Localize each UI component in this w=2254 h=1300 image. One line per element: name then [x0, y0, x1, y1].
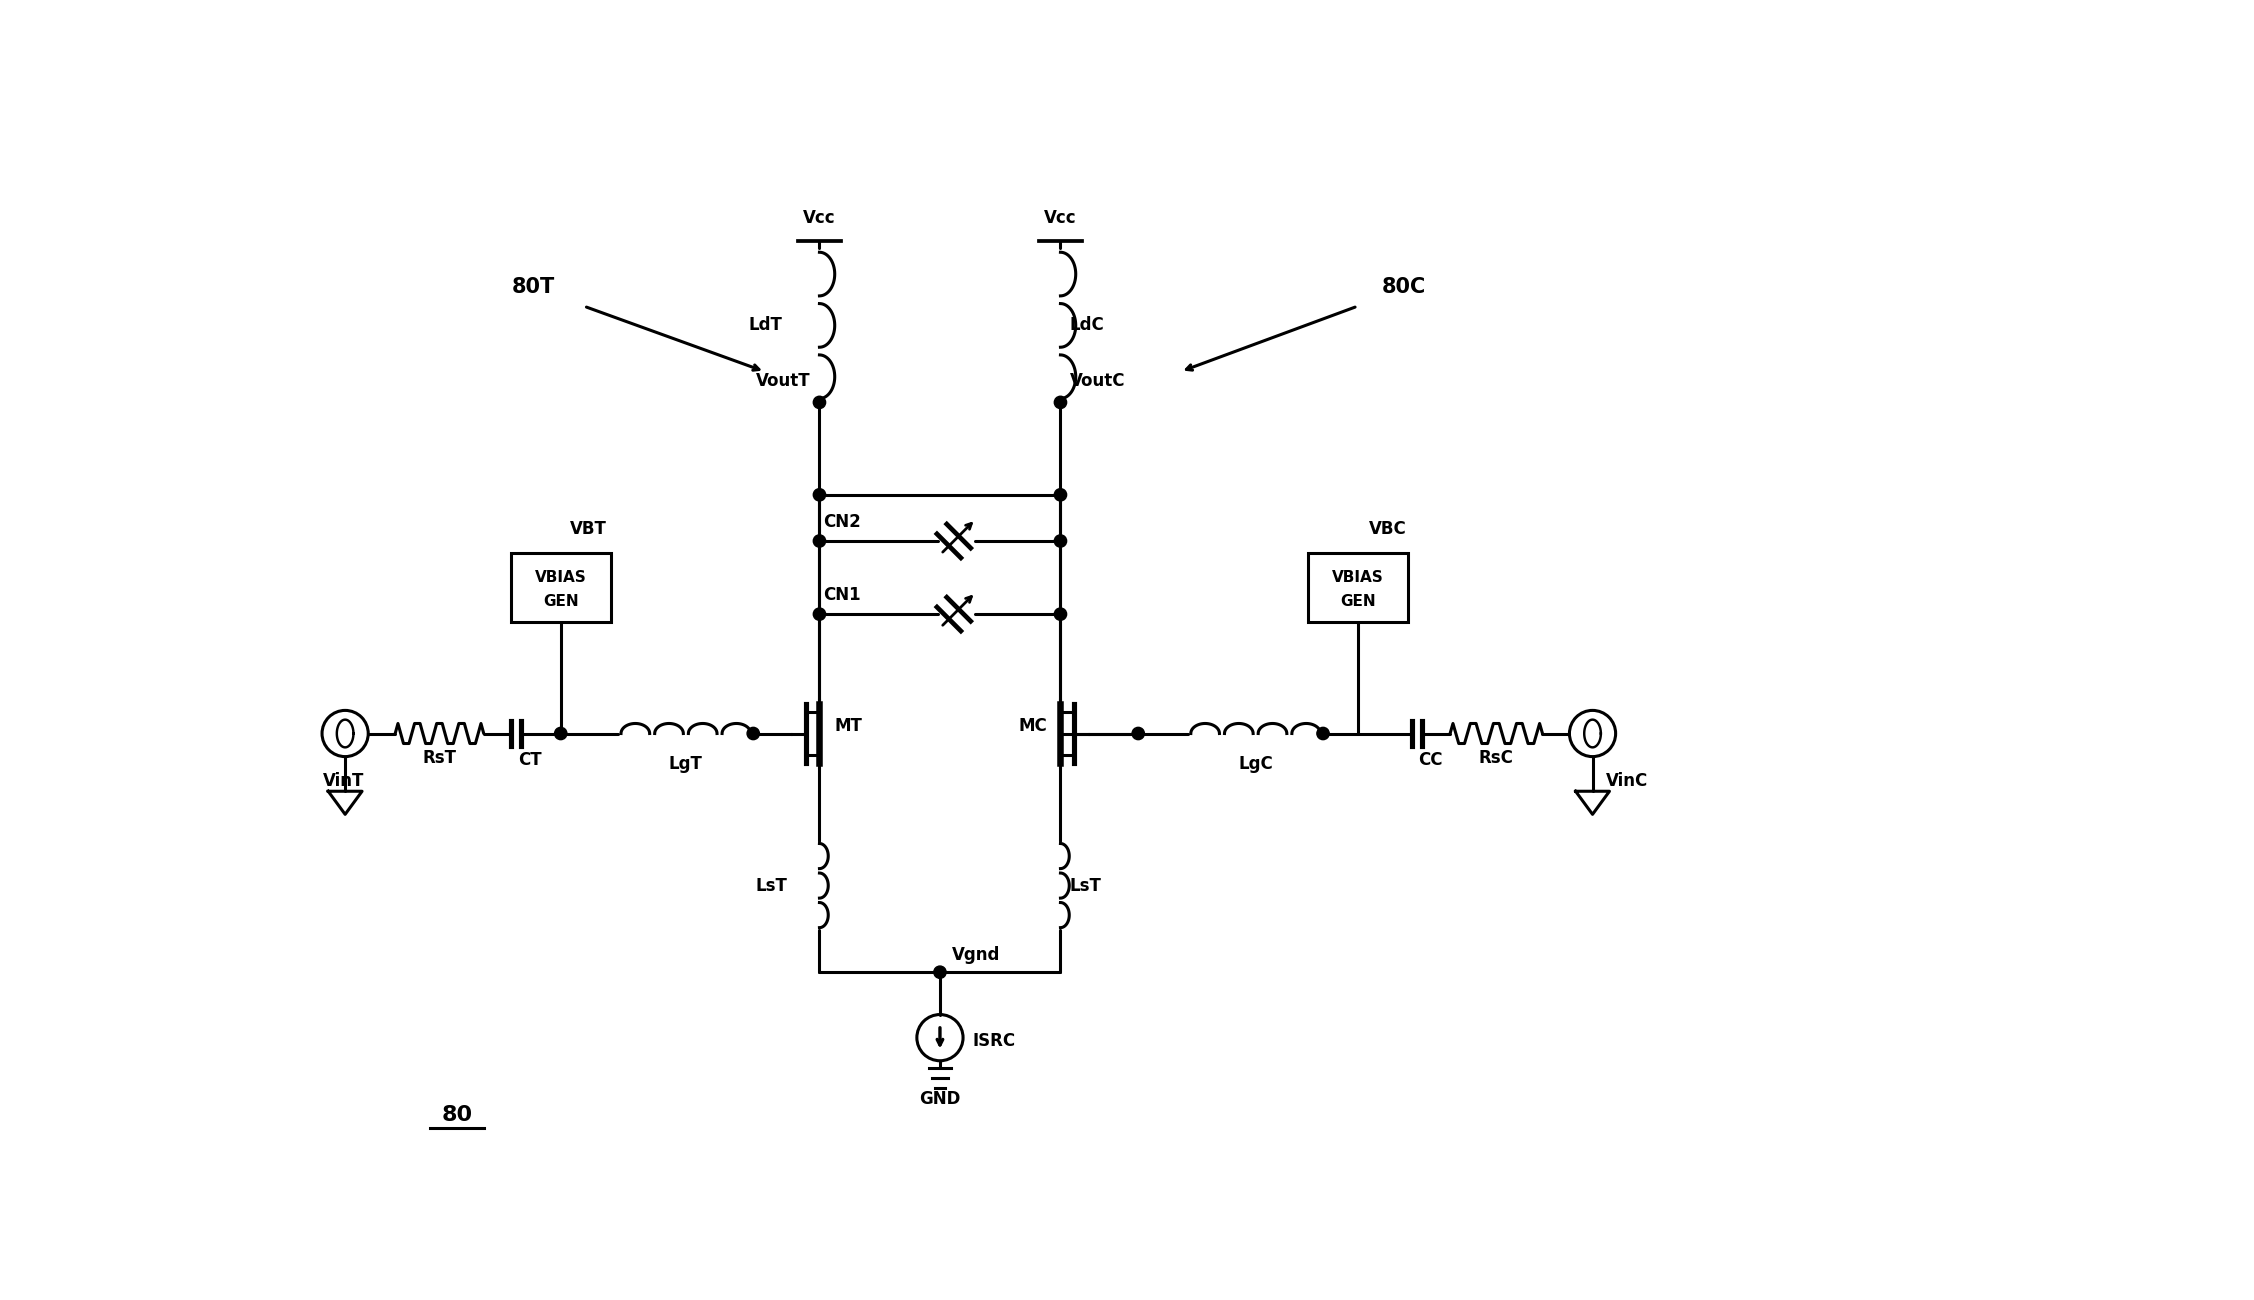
Text: LdT: LdT [748, 316, 782, 334]
Text: VBC: VBC [1368, 520, 1406, 538]
Circle shape [1055, 489, 1066, 500]
Text: LsT: LsT [755, 876, 787, 894]
Text: GND: GND [920, 1091, 960, 1108]
Text: CN2: CN2 [823, 512, 861, 530]
Text: VoutC: VoutC [1071, 372, 1125, 390]
Text: LsT: LsT [1071, 876, 1102, 894]
Circle shape [814, 608, 825, 620]
Circle shape [1055, 396, 1066, 408]
Text: GEN: GEN [543, 594, 579, 608]
Text: VBIAS: VBIAS [534, 571, 586, 585]
Text: Vgnd: Vgnd [951, 946, 1001, 965]
Text: 80T: 80T [512, 277, 554, 296]
Text: ISRC: ISRC [971, 1032, 1014, 1050]
Bar [512, 552, 611, 621]
Text: LgC: LgC [1237, 755, 1274, 774]
Text: RsC: RsC [1479, 749, 1515, 767]
Text: CT: CT [518, 750, 541, 768]
Circle shape [814, 534, 825, 547]
Text: CC: CC [1418, 750, 1443, 768]
Bar [1307, 552, 1409, 621]
Circle shape [814, 489, 825, 500]
Text: VoutT: VoutT [755, 372, 809, 390]
Text: Vcc: Vcc [802, 208, 836, 226]
Text: LgT: LgT [669, 755, 703, 774]
Text: GEN: GEN [1339, 594, 1375, 608]
Text: MC: MC [1019, 716, 1046, 734]
Text: MT: MT [834, 716, 863, 734]
Circle shape [1132, 727, 1145, 740]
Circle shape [814, 396, 825, 408]
Text: VBIAS: VBIAS [1332, 571, 1384, 585]
Circle shape [933, 966, 947, 979]
Circle shape [1316, 727, 1330, 740]
Text: CN1: CN1 [823, 586, 861, 605]
Circle shape [1055, 534, 1066, 547]
Circle shape [1055, 608, 1066, 620]
Text: VinT: VinT [322, 772, 365, 790]
Text: 80: 80 [442, 1105, 473, 1124]
Text: Vcc: Vcc [1044, 208, 1077, 226]
Text: LdC: LdC [1071, 316, 1104, 334]
Text: 80C: 80C [1382, 277, 1427, 296]
Text: VinC: VinC [1607, 772, 1648, 790]
Text: RsT: RsT [421, 749, 458, 767]
Circle shape [554, 727, 568, 740]
Text: VBT: VBT [570, 520, 606, 538]
Circle shape [746, 727, 760, 740]
